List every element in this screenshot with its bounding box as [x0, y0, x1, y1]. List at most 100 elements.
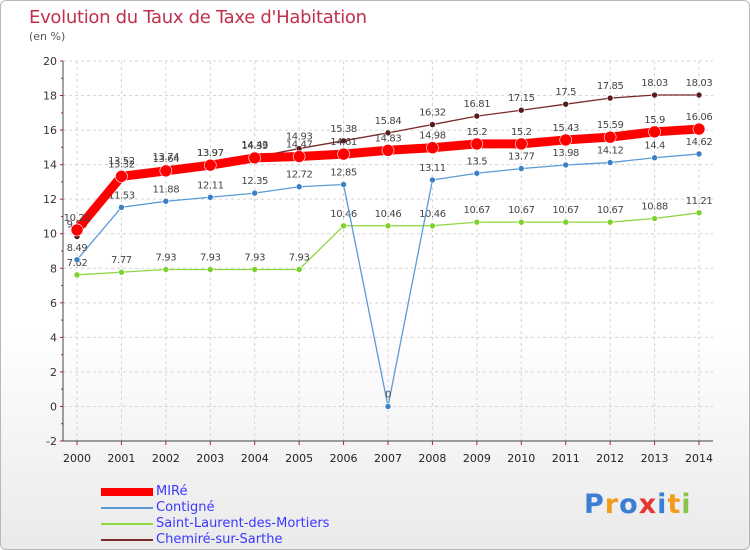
- data-point-saint-laurent-des-mortiers: [251, 266, 259, 273]
- data-label-chemire-sur-sarthe: 16.32: [419, 108, 446, 119]
- data-label-contigne: 0: [385, 389, 391, 400]
- data-point-chemire-sur-sarthe: [340, 137, 347, 145]
- data-label-contigne: 11.53: [108, 190, 135, 201]
- data-label-saint-laurent-des-mortiers: 7.93: [156, 252, 177, 263]
- data-point-mire: [337, 147, 350, 161]
- data-point-saint-laurent-des-mortiers: [73, 271, 81, 279]
- data-point-contigne: [118, 204, 125, 211]
- data-label-chemire-sur-sarthe: 17.5: [555, 87, 576, 98]
- legend-label: Saint-Laurent-des-Mortiers: [156, 516, 330, 531]
- data-label-saint-laurent-des-mortiers: 10.67: [597, 205, 624, 216]
- logo-letter: r: [604, 489, 620, 520]
- y-tick-label: 8: [50, 262, 57, 275]
- data-point-mire: [603, 130, 617, 144]
- data-label-contigne: 12.72: [286, 170, 313, 181]
- data-point-mire: [248, 151, 262, 165]
- data-point-saint-laurent-des-mortiers: [429, 222, 436, 230]
- x-tick-label: 2004: [241, 452, 269, 465]
- data-label-contigne: 12.35: [241, 176, 268, 187]
- data-label-saint-laurent-des-mortiers: 10.67: [552, 205, 579, 216]
- data-label-chemire-sur-sarthe: 18.03: [641, 78, 668, 89]
- data-label-saint-laurent-des-mortiers: 7.62: [67, 258, 88, 269]
- legend-swatch: [101, 507, 153, 509]
- chart-title: Evolution du Taux de Taxe d'Habitation: [29, 7, 367, 28]
- data-label-chemire-sur-sarthe: 14.43: [241, 140, 268, 151]
- data-label-mire: 15.2: [511, 127, 532, 138]
- legend-swatch: [101, 488, 153, 496]
- data-label-contigne: 13.11: [419, 163, 446, 174]
- logo-letter: t: [667, 489, 682, 520]
- data-label-contigne: 12.11: [197, 180, 224, 191]
- data-label-mire: 13.97: [197, 148, 224, 159]
- data-point-mire: [470, 137, 484, 151]
- data-point-contigne: [162, 197, 170, 205]
- data-point-chemire-sur-sarthe: [651, 91, 658, 99]
- data-label-mire: 16.06: [686, 112, 713, 123]
- x-tick-label: 2001: [107, 452, 135, 465]
- data-point-contigne: [651, 154, 658, 162]
- data-label-contigne: 13.5: [467, 156, 488, 167]
- logo-letter: P: [584, 489, 605, 520]
- x-tick-label: 2007: [374, 452, 402, 465]
- data-point-chemire-sur-sarthe: [473, 112, 481, 120]
- logo-letter: o: [619, 489, 639, 520]
- legend-label: Chemiré-sur-Sarthe: [156, 532, 283, 547]
- data-point-saint-laurent-des-mortiers: [695, 209, 703, 217]
- logo-letter: x: [638, 489, 658, 520]
- data-label-mire: 15.59: [597, 120, 624, 131]
- y-tick-label: 18: [43, 90, 57, 103]
- y-tick-label: 4: [50, 331, 57, 344]
- legend-label: Contigné: [156, 500, 215, 515]
- y-tick-label: 10: [43, 228, 57, 241]
- x-tick-label: 2008: [418, 452, 446, 465]
- data-label-chemire-sur-sarthe: 17.15: [508, 93, 535, 104]
- y-tick-label: -2: [46, 435, 57, 448]
- data-point-chemire-sur-sarthe: [517, 106, 525, 114]
- x-tick-label: 2012: [596, 452, 624, 465]
- data-label-saint-laurent-des-mortiers: 11.21: [686, 196, 713, 207]
- data-point-saint-laurent-des-mortiers: [384, 222, 392, 230]
- x-tick-label: 2009: [463, 452, 491, 465]
- legend-swatch: [101, 539, 153, 541]
- data-label-contigne: 11.88: [153, 184, 180, 195]
- data-point-saint-laurent-des-mortiers: [162, 266, 170, 273]
- data-label-chemire-sur-sarthe: 14.93: [286, 132, 313, 143]
- data-point-chemire-sur-sarthe: [384, 129, 392, 137]
- y-tick-label: 0: [50, 400, 57, 413]
- data-label-contigne: 14.4: [644, 141, 665, 152]
- data-label-saint-laurent-des-mortiers: 10.67: [508, 205, 535, 216]
- data-point-contigne: [695, 150, 703, 158]
- data-point-contigne: [562, 161, 570, 169]
- data-point-mire: [559, 133, 573, 147]
- data-point-mire: [648, 125, 661, 139]
- data-point-saint-laurent-des-mortiers: [562, 218, 570, 226]
- data-point-mire: [115, 170, 128, 183]
- legend-swatch: [101, 523, 153, 525]
- data-point-saint-laurent-des-mortiers: [340, 222, 347, 230]
- data-point-chemire-sur-sarthe: [606, 94, 614, 102]
- data-point-saint-laurent-des-mortiers: [517, 218, 525, 226]
- data-point-saint-laurent-des-mortiers: [606, 218, 614, 226]
- data-point-chemire-sur-sarthe: [562, 100, 570, 108]
- data-label-contigne: 12.85: [330, 168, 357, 179]
- data-point-contigne: [384, 403, 392, 410]
- data-label-mire: 14.98: [419, 131, 446, 142]
- x-tick-label: 2006: [330, 452, 358, 465]
- data-label-mire: 13.64: [153, 154, 180, 165]
- data-point-contigne: [517, 165, 525, 172]
- x-tick-label: 2010: [507, 452, 535, 465]
- data-label-mire: 13.32: [108, 159, 135, 170]
- data-label-contigne: 13.98: [552, 148, 579, 159]
- legend-label: MIRé: [156, 484, 188, 499]
- data-point-saint-laurent-des-mortiers: [206, 266, 214, 273]
- data-point-chemire-sur-sarthe: [429, 121, 436, 128]
- data-point-chemire-sur-sarthe: [695, 91, 703, 99]
- x-tick-label: 2003: [196, 452, 224, 465]
- data-label-saint-laurent-des-mortiers: 10.88: [641, 202, 668, 213]
- data-label-chemire-sur-sarthe: 15.84: [375, 116, 402, 127]
- data-point-saint-laurent-des-mortiers: [118, 268, 125, 276]
- data-label-chemire-sur-sarthe: 17.85: [597, 81, 624, 92]
- data-point-contigne: [473, 169, 481, 177]
- data-label-mire: 14.61: [330, 137, 357, 148]
